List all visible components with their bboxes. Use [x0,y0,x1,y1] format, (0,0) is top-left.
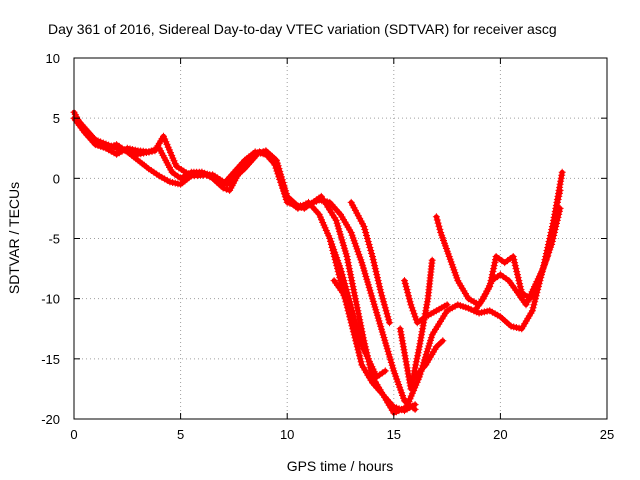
axis-ticks: 0 5 10 15 20 25 -20 -15 -10 -5 0 5 10 [41,51,614,442]
series-markers-track-e [326,235,366,348]
x-tick-label: 25 [600,427,614,442]
y-tick-label: 0 [53,171,60,186]
series-markers-track-i [411,337,447,381]
series-markers-track-g [396,256,436,393]
x-tick-label: 0 [70,427,77,442]
x-tick-label: 10 [280,427,294,442]
y-tick-label: 5 [53,111,60,126]
y-tick-label: -5 [48,232,60,247]
chart-title: Day 361 of 2016, Sidereal Day-to-day VTE… [48,21,557,37]
y-tick-label: 10 [46,51,60,66]
series-line-track-i [412,338,446,380]
y-axis-title: SDTVAR / TECUs [6,182,22,294]
y-tick-label: -20 [41,412,60,427]
series-markers-track-f [347,198,393,327]
x-tick-label: 15 [387,427,401,442]
series-markers-track-h [401,277,451,327]
y-tick-label: -15 [41,352,60,367]
x-axis-title: GPS time / hours [287,458,394,474]
series-markers-track-k [471,204,564,315]
x-tick-label: 5 [177,427,184,442]
x-tick-label: 20 [493,427,507,442]
y-tick-label: -10 [41,292,60,307]
